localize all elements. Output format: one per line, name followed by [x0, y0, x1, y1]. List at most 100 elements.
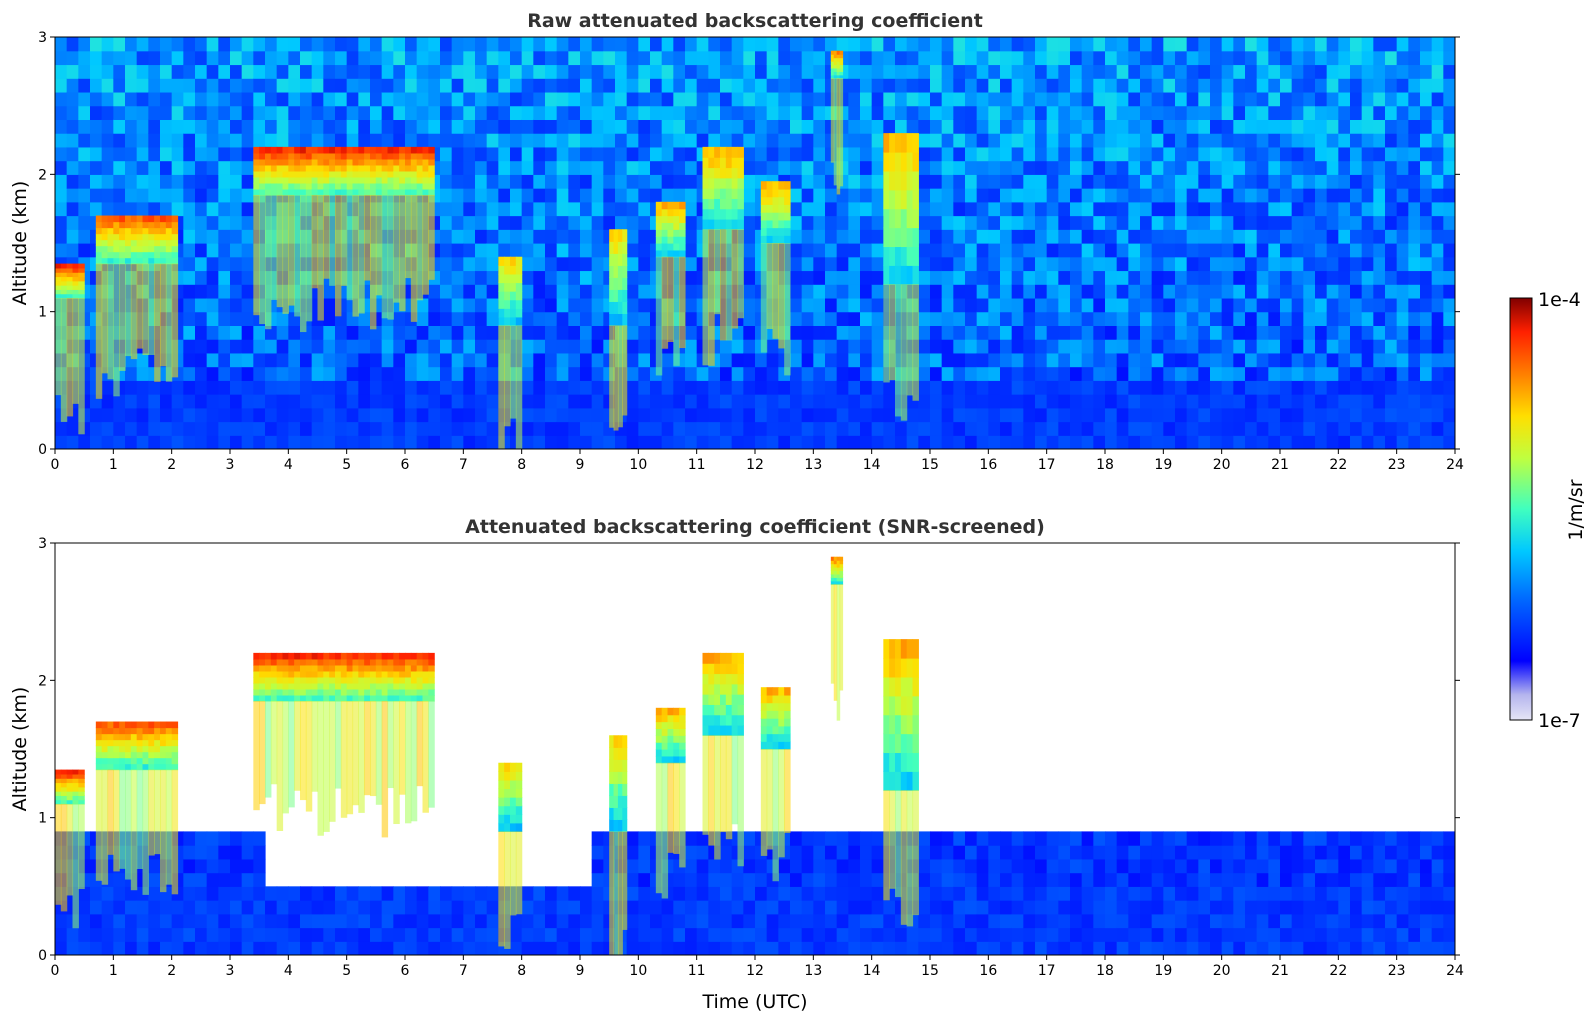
heatmap-cell: [66, 50, 79, 66]
heatmap-cell: [440, 886, 453, 901]
heatmap-cell: [801, 927, 814, 942]
heatmap-cell: [230, 380, 243, 395]
heatmap-cell: [918, 435, 931, 449]
heatmap-cell: [1268, 325, 1281, 340]
heatmap-cell: [206, 270, 219, 285]
cloud-layer-cell: [78, 276, 85, 282]
heatmap-cell: [766, 421, 779, 436]
heatmap-cell: [160, 50, 173, 66]
heatmap-cell: [346, 119, 359, 134]
heatmap-cell: [801, 913, 814, 929]
heatmap-cell: [545, 91, 558, 107]
heatmap-cell: [591, 339, 604, 354]
heatmap-cell: [1303, 78, 1316, 93]
heatmap-cell: [965, 188, 978, 203]
cloud-layer-cell: [329, 152, 336, 160]
heatmap-cell: [300, 886, 313, 901]
heatmap-cell: [1128, 188, 1141, 203]
heatmap-cell: [1233, 119, 1246, 134]
heatmap-cell: [720, 339, 733, 354]
heatmap-cell: [1280, 160, 1293, 175]
heatmap-cell: [451, 325, 464, 340]
heatmap-cell: [813, 941, 826, 955]
heatmap-cell: [1350, 160, 1363, 175]
heatmap-cell: [871, 146, 884, 162]
heatmap-cell: [416, 366, 429, 381]
heatmap-cell: [195, 435, 208, 449]
heatmap-cell: [1175, 188, 1188, 203]
cloud-layer-cell: [393, 182, 400, 190]
cloud-layer-cell: [667, 249, 674, 258]
heatmap-cell: [1443, 174, 1455, 189]
cloud-layer-cell: [428, 188, 435, 196]
heatmap-cell: [1151, 50, 1164, 66]
heatmap-cell: [801, 50, 814, 66]
cloud-layer-cell: [171, 221, 179, 229]
heatmap-cell: [825, 188, 838, 203]
heatmap-cell: [918, 858, 931, 874]
heatmap-cell: [1420, 270, 1433, 285]
heatmap-cell: [276, 133, 289, 148]
heatmap-cell: [1198, 284, 1211, 299]
heatmap-cell: [463, 380, 476, 395]
heatmap-cell: [813, 243, 826, 258]
heatmap-cell: [265, 133, 278, 148]
heatmap-cell: [988, 284, 1001, 299]
heatmap-cell: [871, 201, 884, 217]
heatmap-cell: [1023, 37, 1036, 52]
heatmap-cell: [195, 394, 208, 409]
heatmap-cell: [1046, 119, 1059, 134]
heatmap-cell: [1396, 256, 1409, 272]
heatmap-cell: [381, 900, 394, 915]
heatmap-cell: [1443, 50, 1455, 66]
cloud-layer-cell: [300, 158, 307, 166]
heatmap-cell: [101, 941, 114, 955]
heatmap-cell: [1046, 297, 1059, 313]
heatmap-cell: [253, 407, 266, 423]
heatmap-cell: [860, 215, 873, 230]
heatmap-cell: [486, 188, 499, 203]
heatmap-cell: [743, 174, 756, 189]
heatmap-cell: [755, 91, 768, 107]
heatmap-cell: [696, 119, 709, 134]
heatmap-cell: [1000, 243, 1013, 258]
heatmap-cell: [545, 215, 558, 230]
heatmap-cell: [871, 64, 884, 79]
fall-streak: [883, 284, 890, 383]
cloud-layer-cell: [305, 176, 313, 184]
heatmap-cell: [1338, 78, 1351, 93]
heatmap-cell: [428, 105, 441, 120]
heatmap-cell: [1256, 37, 1269, 52]
heatmap-cell: [125, 64, 138, 79]
heatmap-cell: [556, 174, 569, 189]
heatmap-cell: [1420, 50, 1433, 66]
heatmap-cell: [941, 91, 954, 107]
heatmap-cell: [1373, 50, 1386, 66]
heatmap-cell: [545, 941, 558, 955]
heatmap-cell: [1361, 435, 1374, 449]
heatmap-cell: [521, 366, 534, 381]
heatmap-cell: [591, 380, 604, 395]
heatmap-cell: [521, 380, 534, 395]
heatmap-cell: [171, 119, 184, 134]
heatmap-cell: [533, 160, 546, 175]
cloud-layer-cell: [679, 243, 686, 251]
heatmap-cell: [393, 421, 406, 436]
heatmap-cell: [1326, 91, 1339, 107]
heatmap-cell: [626, 146, 639, 162]
cloud-layer-cell: [60, 285, 68, 290]
heatmap-cell: [638, 380, 651, 395]
heatmap-cell: [486, 105, 499, 120]
heatmap-cell: [1315, 174, 1328, 189]
heatmap-cell: [1093, 188, 1106, 203]
cloud-layer-cell: [720, 146, 727, 158]
cloud-layer-cell: [265, 158, 272, 166]
heatmap-cell: [1198, 78, 1211, 93]
heatmap-cell: [1408, 105, 1421, 120]
heatmap-cell: [1420, 133, 1433, 148]
heatmap-cell: [1221, 160, 1234, 175]
heatmap-cell: [1175, 91, 1188, 107]
heatmap-cell: [113, 435, 126, 449]
heatmap-cell: [218, 37, 231, 52]
heatmap-cell: [545, 229, 558, 244]
